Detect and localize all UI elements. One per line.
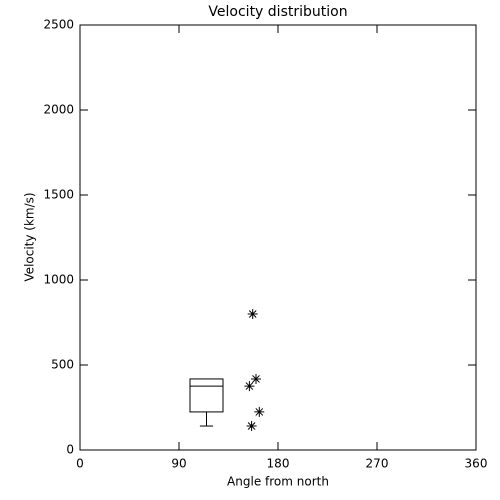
- outlier-point: [254, 406, 265, 417]
- x-tick-label: 180: [267, 457, 290, 471]
- outlier-point: [246, 421, 257, 432]
- y-tick-label: 2000: [43, 103, 74, 117]
- outlier-point: [244, 381, 255, 392]
- outlier-point: [247, 309, 258, 319]
- y-tick-label: 0: [66, 443, 74, 457]
- box: [189, 378, 224, 413]
- y-tick-label: 1500: [43, 188, 74, 202]
- outlier-point: [251, 373, 261, 384]
- x-tick-label: 0: [76, 457, 84, 471]
- x-tick-label: 90: [171, 457, 186, 471]
- y-tick-label: 500: [51, 358, 74, 372]
- y-tick-label: 1000: [43, 273, 74, 287]
- x-tick-label: 270: [366, 457, 389, 471]
- plot-frame: [79, 24, 477, 451]
- y-tick-label: 2500: [43, 18, 74, 32]
- chart-title: Velocity distribution: [208, 4, 347, 20]
- x-tick-label: 360: [465, 457, 488, 471]
- x-axis-label: Angle from north: [227, 475, 329, 489]
- y-axis-label: Velocity (km/s): [23, 192, 37, 281]
